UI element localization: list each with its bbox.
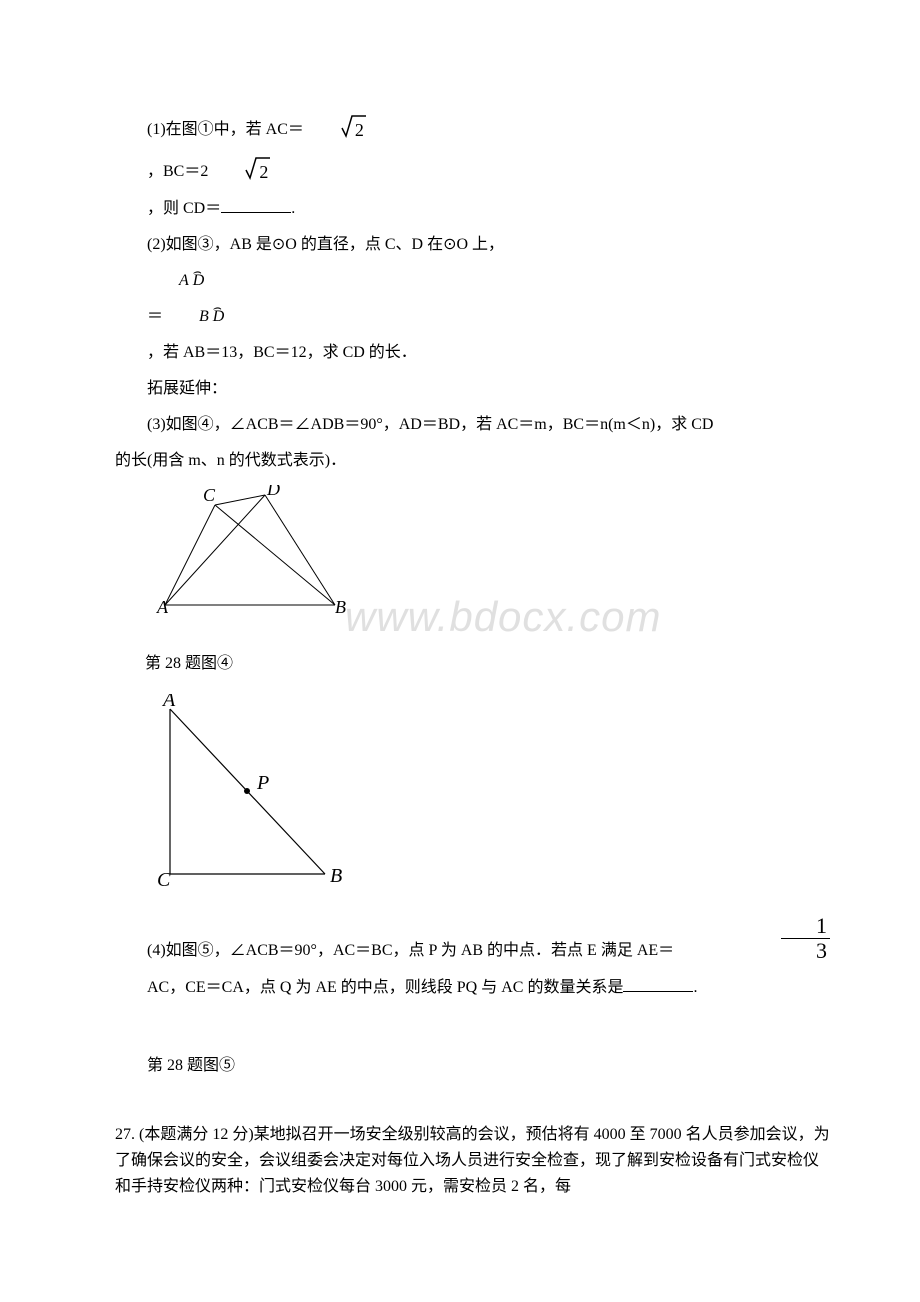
fig5-caption: 第 28 题图⑤ — [115, 1054, 830, 1078]
figure-4: A B C D — [145, 485, 830, 623]
q3-line2: 的长(用含 m、n 的代数式表示)． — [115, 449, 830, 473]
page-content: (1)在图①中，若 AC＝ 2 ，BC＝2 2 ，则 CD＝. (2)如图③，A… — [0, 0, 920, 1271]
fig5-label-a: A — [161, 694, 176, 711]
blank-field[interactable] — [221, 196, 291, 213]
q4-suffix: . — [693, 979, 697, 996]
frac-den: 3 — [781, 939, 830, 963]
q1-text3: ，则 CD＝ — [147, 200, 221, 217]
arc-icon: ⌢ — [160, 262, 201, 283]
q27: 27. (本题满分 12 分)某地拟召开一场安全级别较高的会议，预估将有 400… — [115, 1122, 830, 1199]
q1-text2: ，BC＝2 — [147, 163, 208, 180]
figure-5: A B C P — [145, 694, 830, 902]
q2-line4: ，若 AB＝13，BC＝12，求 CD 的长． — [115, 341, 830, 365]
q2-text-c: O 上， — [457, 236, 505, 253]
q3-text-a: (3)如图④，∠ACB＝∠ADB＝90°，AD＝BD，若 AC＝m，BC＝n(m… — [147, 416, 713, 433]
q1-text: (1)在图①中，若 AC＝ — [147, 121, 304, 138]
q4-text-a: (4)如图⑤，∠ACB＝90°，AC＝BC，点 P 为 AB 的中点．若点 E … — [147, 942, 674, 959]
blank-field[interactable] — [623, 975, 693, 992]
fig5-label-p: P — [256, 772, 269, 794]
q4-line2: AC，CE＝CA，点 Q 为 AE 的中点，则线段 PQ 与 AC 的数量关系是… — [115, 975, 830, 1000]
q1-line3: ，则 CD＝. — [115, 196, 830, 221]
arc-icon: ⌢ — [180, 298, 221, 319]
fig4-label-a: A — [156, 597, 169, 615]
ext-label: 拓展延伸： — [115, 377, 830, 401]
arc-ad: A D ⌢ — [147, 269, 204, 293]
q1-suffix: . — [291, 200, 295, 217]
frac-num: 1 — [781, 914, 830, 939]
q4-line1: (4)如图⑤，∠ACB＝90°，AC＝BC，点 P 为 AB 的中点．若点 E … — [115, 914, 830, 963]
q2-text-a: (2)如图③，AB 是 — [147, 236, 272, 253]
q2-line1: (2)如图③，AB 是⊙O 的直径，点 C、D 在⊙O 上， — [115, 233, 830, 257]
q2-arc1: A D ⌢ — [115, 269, 830, 293]
fraction: 1 3 — [781, 914, 830, 963]
fig4-label-d: D — [266, 485, 280, 499]
sqrt1-rad: 2 — [355, 120, 364, 140]
fig4-label-c: C — [203, 485, 216, 505]
q4-text-b: AC，CE＝CA，点 Q 为 AE 的中点，则线段 PQ 与 AC 的数量关系是 — [147, 979, 623, 996]
sqrt2-rad: 2 — [259, 162, 268, 182]
fig5-label-c: C — [157, 869, 171, 891]
q3-text-b: 的长(用含 m、n 的代数式表示)． — [115, 452, 346, 469]
eq-sign: ＝ — [147, 308, 163, 325]
q1-line2: ，BC＝2 2 — [115, 154, 830, 184]
circle-icon: ⊙ — [443, 236, 456, 253]
q2-text-b: O 的直径，点 C、D 在 — [285, 236, 443, 253]
q3-line1: (3)如图④，∠ACB＝∠ADB＝90°，AD＝BD，若 AC＝m，BC＝n(m… — [115, 413, 830, 437]
q1-line1: (1)在图①中，若 AC＝ 2 — [115, 112, 830, 142]
fig4-caption: 第 28 题图④ — [145, 652, 830, 676]
fig4-label-b: B — [335, 597, 346, 615]
fig5-label-b: B — [330, 865, 342, 887]
arc-bd: B D ⌢ — [167, 305, 224, 329]
q2-text-d: ，若 AB＝13，BC＝12，求 CD 的长． — [147, 344, 417, 361]
q2-arc2: ＝ B D ⌢ — [115, 305, 830, 329]
circle-icon: ⊙ — [272, 236, 285, 253]
